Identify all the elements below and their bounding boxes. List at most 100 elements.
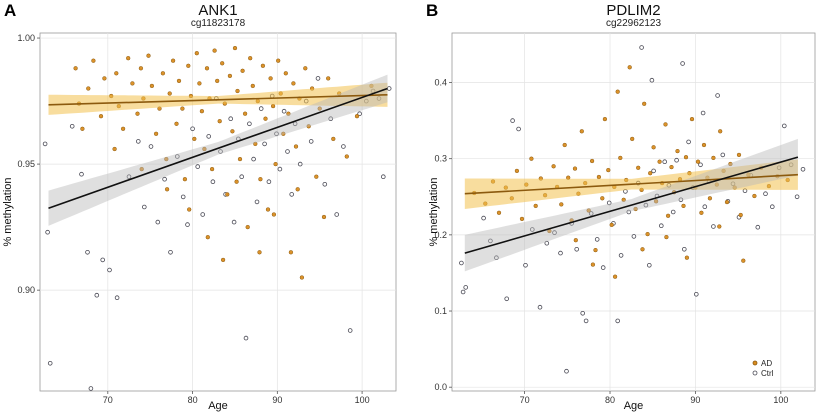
data-point-ctrl	[126, 174, 132, 180]
data-point-ctrl	[574, 247, 579, 252]
data-point-ad	[665, 213, 671, 218]
data-point-ad	[321, 214, 327, 220]
data-point-ctrl	[185, 222, 190, 227]
data-point-ad	[354, 114, 360, 119]
y-axis-label: % methylation	[2, 177, 14, 246]
data-point-ctrl	[800, 167, 806, 172]
data-point-ad	[642, 101, 647, 106]
data-point-ad	[215, 78, 220, 84]
data-point-ctrl	[231, 219, 237, 225]
data-point-ad	[752, 193, 757, 199]
y-tick-label: 0.95	[17, 159, 35, 169]
data-point-ad	[317, 106, 322, 111]
data-point-ctrl	[88, 386, 94, 391]
x-axis-label: Age	[208, 400, 228, 412]
chart-title: ANK1	[198, 2, 237, 19]
data-point-ctrl	[85, 250, 90, 255]
data-point-ad	[589, 158, 595, 164]
y-tick-label: 0.2	[434, 230, 447, 240]
data-point-ad	[618, 155, 623, 161]
data-point-ad	[711, 155, 716, 161]
data-point-ctrl	[558, 250, 563, 256]
data-point-ctrl	[631, 234, 637, 239]
data-point-ctrl	[488, 238, 493, 244]
data-point-ad	[202, 146, 207, 152]
data-point-ad	[164, 187, 170, 192]
data-point-ad	[160, 71, 166, 76]
data-point-ctrl	[69, 124, 75, 129]
data-point-ad	[120, 126, 126, 131]
fit-line-ad	[464, 173, 798, 195]
data-point-ad	[717, 224, 722, 229]
data-point-ctrl	[162, 176, 167, 182]
data-point-ctrl	[180, 194, 186, 200]
data-point-ad	[653, 199, 659, 204]
data-point-ctrl	[711, 224, 716, 229]
data-point-ad	[633, 206, 638, 212]
x-tick-label: 100	[773, 395, 788, 405]
data-point-ctrl	[686, 139, 691, 145]
data-point-ad	[562, 142, 567, 148]
data-point-ctrl	[262, 141, 267, 147]
confidence-band-ctrl	[48, 74, 388, 226]
data-point-ctrl	[702, 204, 708, 210]
data-point-ad	[174, 121, 179, 126]
data-point-ad	[276, 58, 281, 63]
data-point-ad	[664, 234, 669, 240]
data-point-ad	[559, 202, 564, 207]
data-point-ad	[146, 53, 151, 58]
data-point-ctrl	[544, 240, 550, 246]
data-point-ctrl	[594, 237, 600, 242]
x-tick-label: 80	[188, 395, 198, 405]
data-point-ctrl	[529, 227, 535, 232]
data-point-ad	[170, 58, 176, 63]
data-point-ctrl	[715, 93, 720, 98]
data-point-ad	[217, 119, 222, 124]
data-point-ad	[187, 207, 192, 212]
data-point-ctrl	[281, 108, 287, 114]
data-point-ctrl	[289, 192, 295, 197]
data-point-ctrl	[45, 229, 50, 235]
data-point-ctrl	[670, 209, 676, 215]
data-point-ad	[718, 129, 723, 134]
data-point-ad	[519, 216, 525, 222]
data-point-ad	[212, 48, 217, 53]
data-point-ad	[176, 78, 182, 84]
data-point-ad	[186, 63, 191, 68]
data-point-ad	[234, 179, 239, 184]
data-point-ctrl	[588, 211, 594, 216]
data-point-ctrl	[206, 134, 212, 139]
data-point-ad	[260, 63, 266, 68]
gridlines	[40, 33, 396, 391]
data-point-ad	[245, 224, 250, 230]
data-point-ctrl	[114, 295, 120, 301]
data-point-ad	[724, 199, 730, 205]
data-point-ad	[689, 116, 695, 122]
data-point-ctrl	[210, 179, 216, 185]
y-tick-label: 1.00	[17, 33, 35, 43]
data-point-ad	[736, 152, 742, 158]
data-point-ctrl	[681, 247, 687, 252]
data-point-ctrl	[315, 76, 321, 81]
data-point-ad	[701, 142, 707, 148]
data-point-ctrl	[510, 118, 515, 123]
data-point-ctrl	[678, 197, 684, 203]
data-point-ad	[586, 208, 591, 213]
data-point-ctrl	[693, 291, 699, 297]
fit-line-ctrl	[48, 87, 388, 209]
data-point-ad	[669, 164, 674, 170]
data-point-ad	[684, 255, 690, 260]
data-point-ctrl	[504, 296, 510, 302]
data-point-ctrl	[794, 194, 800, 200]
data-point-ad	[602, 116, 608, 122]
data-point-ad	[303, 66, 308, 71]
data-point-ctrl	[107, 267, 112, 273]
data-point-ad	[496, 210, 502, 215]
data-point-ctrl	[285, 149, 290, 154]
x-tick-label: 80	[605, 395, 615, 405]
data-point-ad	[291, 81, 296, 86]
data-point-ctrl	[200, 212, 206, 217]
data-point-ad	[237, 156, 243, 162]
